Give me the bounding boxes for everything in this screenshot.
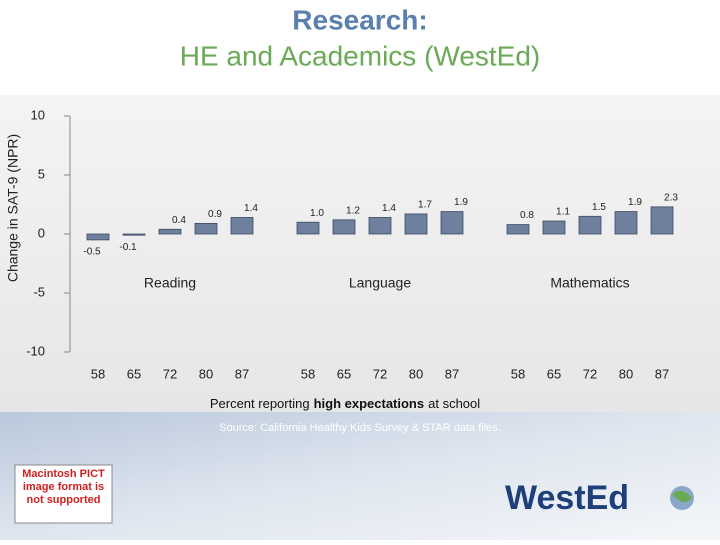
- value-label: 1.2: [346, 205, 360, 216]
- footer-band: [0, 412, 720, 540]
- x-tick-label: 80: [409, 366, 423, 381]
- x-tick-label: 65: [547, 366, 561, 381]
- bar: [194, 222, 218, 235]
- value-label: 1.4: [244, 203, 258, 214]
- title: Research:: [292, 4, 427, 35]
- x-tick-label: 65: [337, 366, 351, 381]
- y-tick-label: -5: [33, 284, 45, 299]
- x-tick-label: 58: [301, 366, 315, 381]
- x-label-part: at school: [428, 396, 480, 411]
- bar: [578, 215, 602, 235]
- bar: [542, 220, 566, 235]
- x-tick-label: 80: [199, 366, 213, 381]
- x-tick-label: 80: [619, 366, 633, 381]
- bar: [650, 206, 674, 235]
- value-label: 0.8: [520, 210, 534, 221]
- bar: [86, 233, 110, 241]
- x-tick-label: 87: [235, 366, 249, 381]
- placeholder-text: Macintosh PICT image format is not suppo…: [22, 468, 105, 506]
- value-label: 2.3: [664, 193, 678, 204]
- bar: [230, 217, 254, 235]
- y-axis-label: Change in SAT-9 (NPR): [5, 134, 21, 282]
- subtitle: HE and Academics (WestEd): [180, 40, 541, 71]
- y-tick-label: -10: [26, 343, 45, 358]
- group-label: Mathematics: [550, 275, 629, 291]
- bar: [158, 228, 182, 235]
- x-tick-label: 72: [373, 366, 387, 381]
- bar: [506, 224, 530, 235]
- group-label: Language: [349, 275, 412, 291]
- x-tick-label: 65: [127, 366, 141, 381]
- x-label-bold: high expectations: [314, 396, 425, 411]
- value-label: 1.4: [382, 203, 396, 214]
- logo-leaf: [672, 490, 692, 503]
- bar: [296, 221, 320, 235]
- x-tick-label: 58: [511, 366, 525, 381]
- group-label: Reading: [144, 275, 196, 291]
- bar: [404, 213, 428, 235]
- x-tick-label: 58: [91, 366, 105, 381]
- x-tick-label: 72: [163, 366, 177, 381]
- value-label: -0.5: [83, 247, 101, 258]
- value-label: 1.0: [310, 208, 324, 219]
- y-tick-label: 0: [38, 225, 45, 240]
- value-label: 1.5: [592, 202, 606, 213]
- value-label: 0.9: [208, 209, 222, 220]
- y-tick-label: 5: [38, 166, 45, 181]
- bar: [122, 233, 146, 236]
- bar: [440, 211, 464, 235]
- x-tick-label: 87: [655, 366, 669, 381]
- value-label: 1.7: [418, 200, 432, 211]
- source: Source: California Healthy Kids Survey &…: [219, 422, 501, 434]
- value-label: 1.9: [628, 197, 642, 208]
- value-label: -0.1: [119, 242, 137, 253]
- x-label-part: Percent reporting: [210, 396, 310, 411]
- image-placeholder: [14, 464, 113, 524]
- x-axis-label: Percent reporting high expectations at sch…: [210, 396, 480, 411]
- plot-background: [0, 95, 720, 415]
- placeholder-box: Macintosh PICT image format is not suppo…: [22, 468, 105, 506]
- x-tick-label: 72: [583, 366, 597, 381]
- value-label: 0.4: [172, 215, 186, 226]
- bar: [614, 211, 638, 235]
- bar: [368, 217, 392, 235]
- value-label: 1.9: [454, 197, 468, 208]
- x-tick-label: 87: [445, 366, 459, 381]
- y-tick-label: 10: [31, 107, 45, 122]
- value-label: 1.1: [556, 207, 570, 218]
- bar: [332, 219, 356, 235]
- logo-text: WestEd: [505, 479, 629, 517]
